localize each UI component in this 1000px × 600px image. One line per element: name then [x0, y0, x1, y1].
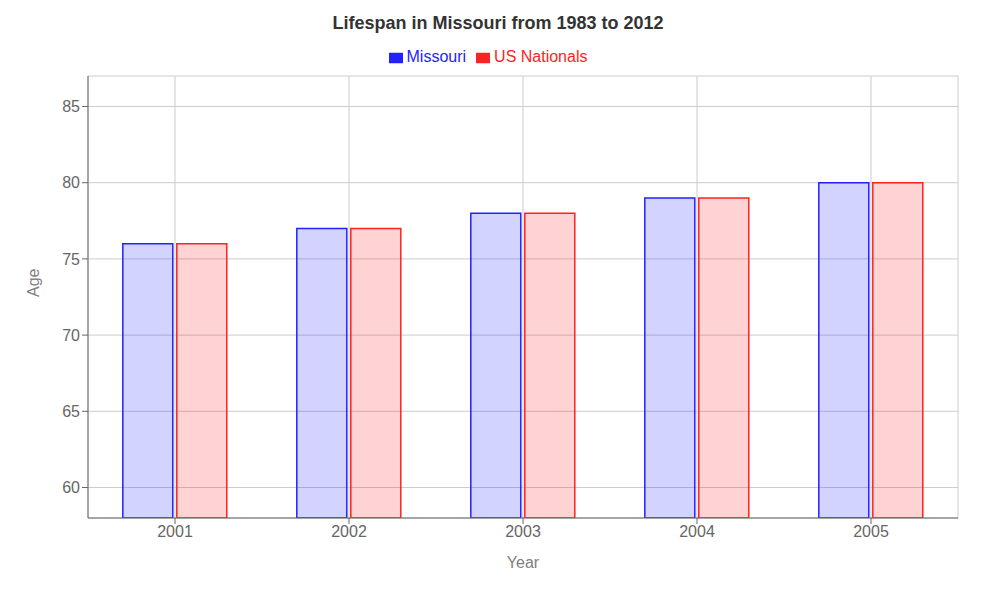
html-text:Lifespan in Missouri from 1983: Lifespan in Missouri from 1983 to 2012 [332, 13, 664, 33]
svg-text:2003: 2003 [505, 523, 541, 540]
html-text:Missouri: Missouri [406, 48, 467, 65]
svg-text:60: 60 [62, 479, 80, 496]
svg-text:70: 70 [62, 327, 80, 344]
svg-text:80: 80 [62, 174, 80, 191]
svg-text:Year: Year [507, 554, 540, 571]
svg-text:65: 65 [62, 403, 80, 420]
html-text:US Nationals: US Nationals [494, 48, 588, 65]
svg-text:85: 85 [62, 98, 80, 115]
svg-text:75: 75 [62, 251, 80, 268]
svg-text:2002: 2002 [331, 523, 367, 540]
svg-text:2005: 2005 [853, 523, 889, 540]
svg-text:2001: 2001 [157, 523, 193, 540]
svg-text:Age: Age [25, 268, 42, 297]
svg-text:2004: 2004 [679, 523, 715, 540]
